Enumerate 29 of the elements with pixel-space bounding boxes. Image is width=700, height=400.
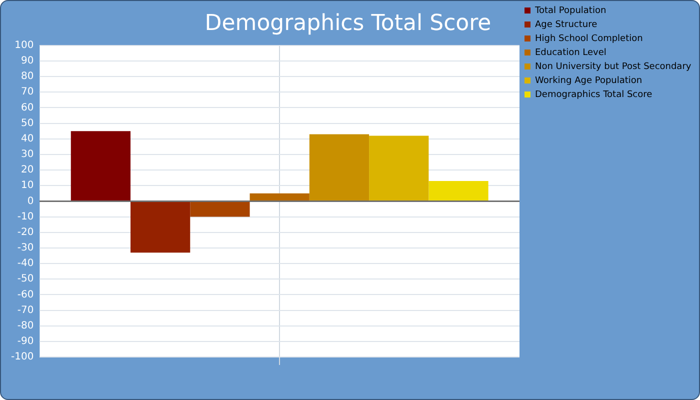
y-tick-label: -30 (17, 242, 34, 254)
legend-label: Education Level (535, 48, 606, 58)
y-tick-label: -90 (17, 336, 34, 348)
y-tick-label: 80 (20, 71, 34, 82)
y-tick-label: -60 (17, 289, 34, 300)
y-tick-label: 100 (14, 40, 34, 51)
y-tick-label: -40 (17, 258, 34, 270)
y-tick-label: -100 (10, 352, 34, 363)
y-tick-label: -80 (17, 320, 34, 332)
legend-label: Total Population (534, 6, 606, 16)
chart-title: Demographics Total Score (204, 10, 492, 36)
y-tick-label: 20 (20, 164, 34, 176)
y-tick-label: 70 (20, 86, 34, 98)
y-tick-label: 40 (20, 133, 34, 144)
y-tick-label: -10 (17, 211, 34, 222)
legend-label: Age Structure (535, 20, 598, 30)
y-tick-label: 50 (20, 118, 34, 129)
y-tick-label: 0 (27, 196, 34, 207)
legend-label: Demographics Total Score (535, 90, 653, 100)
y-tick-label: -50 (17, 274, 34, 285)
y-tick-label: -20 (17, 226, 34, 238)
y-tick-label: 60 (20, 102, 34, 114)
legend-label: High School Completion (535, 34, 643, 44)
y-tick-label: 30 (20, 149, 34, 160)
y-tick-label: -70 (17, 304, 34, 316)
legend-label: Non University but Post Secondary (535, 62, 692, 72)
y-tick-label: 10 (20, 180, 34, 192)
y-tick-label: 90 (20, 56, 34, 67)
legend-label: Working Age Population (535, 76, 642, 86)
